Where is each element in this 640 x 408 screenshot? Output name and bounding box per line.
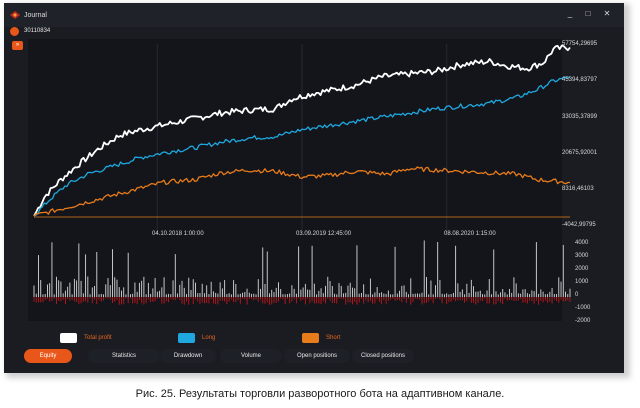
tab-drawdown[interactable]: Drawdown [160,349,216,363]
x-tick-label: 08.08.2020 1:15:00 [444,231,496,237]
tab-statistics[interactable]: Statistics [88,349,160,363]
x-tick-label: 04.10.2018 1:00:00 [152,231,204,237]
legend-label: Short [326,335,341,341]
expand-panel-button[interactable]: » [12,41,23,50]
y-tick-label: 8316,46103 [562,186,594,192]
x-tick-label: 03.09.2019 12:45:00 [296,231,352,237]
y-tick-label: -4042,99795 [562,222,596,228]
window-title: Journal [24,12,47,19]
account-icon [10,27,19,36]
equity-plot-area [28,39,562,321]
equity-chart [33,44,571,305]
tab-bar: Equity Statistics Drawdown Volume Open p… [22,349,582,363]
tab-equity[interactable]: Equity [24,349,72,363]
legend-swatch [302,333,319,343]
maximize-button[interactable]: □ [585,9,591,18]
volume-y-tick: 0 [575,292,579,298]
tab-closed-positions[interactable]: Closed positions [352,349,414,363]
volume-y-tick: -2000 [575,318,591,324]
y-tick-label: 57754,29695 [562,41,598,47]
title-bar: Journal _ □ ✕ [4,3,624,27]
y-tick-label: 45394,83797 [562,77,598,83]
legend-label: Total profit [84,335,112,341]
volume-y-tick: 1000 [575,279,589,285]
journal-window: Journal _ □ ✕ 30110834 » 57754,29695 453… [4,3,624,373]
series-line-total-profit [33,44,571,217]
minimize-button[interactable]: _ [567,9,573,18]
app-logo-icon [10,11,20,19]
series-line-short [33,166,571,217]
tab-open-positions[interactable]: Open positions [284,349,350,363]
close-button[interactable]: ✕ [603,9,611,18]
account-id: 30110834 [24,28,51,34]
legend-swatch [178,333,195,343]
volume-y-tick: 3000 [575,253,589,259]
legend-swatch [60,333,77,343]
volume-y-tick: 2000 [575,266,589,272]
volume-y-tick: 4000 [575,240,589,246]
series-line-long [33,76,571,217]
figure-caption: Рис. 25. Результаты торговли разворотног… [135,388,505,400]
tab-volume[interactable]: Volume [220,349,282,363]
legend-label: Long [202,335,216,341]
y-tick-label: 33035,37899 [562,114,598,120]
y-tick-label: 20675,92001 [562,150,598,156]
volume-y-tick: -1000 [575,305,591,311]
